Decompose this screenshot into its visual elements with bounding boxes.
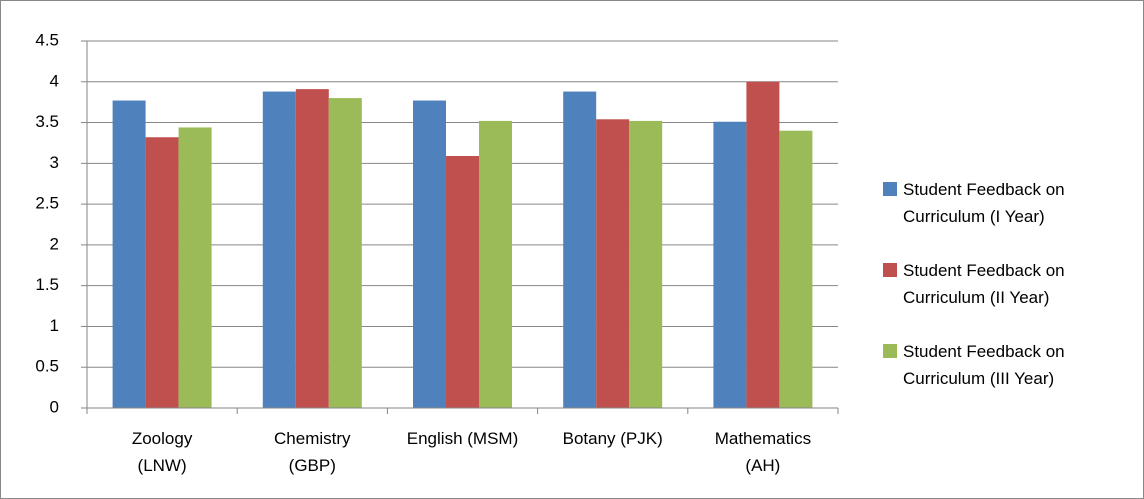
y-tick-label: 4.5 xyxy=(35,30,59,49)
bar xyxy=(446,155,479,408)
bar xyxy=(629,120,663,409)
legend-swatch xyxy=(883,344,897,358)
y-tick-label: 2 xyxy=(50,234,59,253)
bar xyxy=(563,91,597,408)
bar xyxy=(596,119,630,408)
bar xyxy=(779,130,813,408)
y-tick-label: 3.5 xyxy=(35,112,59,131)
y-tick-label: 0.5 xyxy=(35,357,59,376)
y-tick-label: 0 xyxy=(50,397,59,416)
bar xyxy=(262,91,296,408)
bar xyxy=(328,98,362,408)
y-tick-label: 1.5 xyxy=(35,275,59,294)
legend-label: Student Feedback on Curriculum (II Year) xyxy=(903,261,1065,307)
bar xyxy=(112,100,146,408)
legend-label: Student Feedback on Curriculum (III Year… xyxy=(903,342,1065,388)
x-tick-label: English (MSM) xyxy=(406,429,519,448)
x-tick-label: Zoology (LNW) xyxy=(131,429,193,475)
bar xyxy=(178,127,212,409)
legend-swatch xyxy=(883,182,897,196)
bar xyxy=(413,100,446,408)
legend-label: Student Feedback on Curriculum (I Year) xyxy=(903,180,1065,226)
bar xyxy=(295,89,329,409)
bar xyxy=(145,137,179,409)
bar xyxy=(479,120,512,409)
x-tick-label: Mathematics (AH) xyxy=(714,429,812,475)
y-tick-label: 1 xyxy=(50,316,59,335)
x-tick-label: Chemistry (GBP) xyxy=(274,429,351,475)
legend-swatch xyxy=(883,263,897,277)
bar xyxy=(713,121,747,409)
y-tick-label: 4 xyxy=(50,71,59,90)
y-tick-label: 3 xyxy=(50,153,59,172)
x-tick-label: Botany (PJK) xyxy=(562,429,663,448)
bar xyxy=(746,81,780,409)
y-tick-label: 2.5 xyxy=(35,194,59,213)
